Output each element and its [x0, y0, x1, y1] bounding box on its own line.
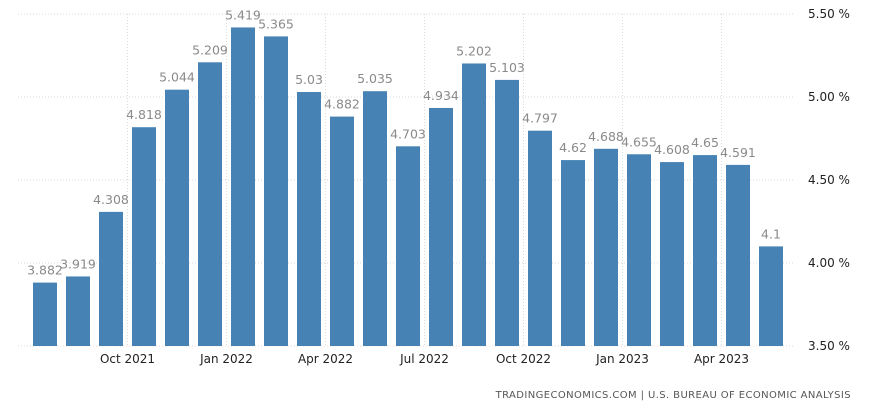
data-label: 5.365 — [258, 16, 294, 31]
bar — [99, 211, 123, 346]
x-tick-label: Oct 2022 — [496, 352, 551, 366]
data-label: 5.03 — [295, 72, 323, 87]
x-tick-label: Oct 2021 — [100, 352, 155, 366]
x-tick-label: Jan 2022 — [199, 352, 253, 366]
x-tick-label: Apr 2022 — [298, 352, 353, 366]
y-tick-label: 4.00 % — [808, 256, 850, 270]
x-axis: Oct 2021 Jan 2022 Apr 2022 Jul 2022 Oct 2022… — [100, 352, 749, 366]
data-label: 3.882 — [27, 263, 63, 278]
data-label: 5.202 — [456, 43, 492, 58]
data-label: 5.103 — [489, 60, 525, 75]
bar — [495, 79, 519, 346]
data-label: 4.655 — [621, 134, 657, 149]
bar — [759, 246, 783, 346]
data-label: 4.688 — [588, 129, 624, 144]
bar — [198, 62, 222, 346]
bar — [297, 92, 321, 347]
bar — [396, 146, 420, 346]
bar — [66, 276, 90, 346]
bar — [132, 127, 156, 346]
y-tick-label: 5.00 % — [808, 90, 850, 104]
data-label: 5.044 — [159, 70, 195, 85]
y-axis: 5.50 % 5.00 % 4.50 % 4.00 % 3.50 % — [808, 7, 850, 353]
bar — [594, 148, 618, 346]
bar — [363, 91, 387, 346]
bar — [330, 116, 354, 346]
data-label: 5.209 — [192, 42, 228, 57]
bar — [165, 89, 189, 347]
bars — [33, 27, 783, 347]
bar — [561, 160, 585, 346]
bar — [528, 130, 552, 346]
y-tick-label: 4.50 % — [808, 173, 850, 187]
data-label: 4.62 — [559, 140, 587, 155]
data-label: 4.608 — [654, 142, 690, 157]
data-label: 4.818 — [126, 107, 162, 122]
x-tick-label: Apr 2023 — [694, 352, 749, 366]
data-label: 5.035 — [357, 71, 393, 86]
data-label: 4.882 — [324, 97, 360, 112]
data-label: 4.703 — [390, 126, 426, 141]
x-tick-label: Jul 2022 — [399, 352, 449, 366]
x-tick-label: Jan 2023 — [595, 352, 649, 366]
y-tick-label: 5.50 % — [808, 7, 850, 21]
data-label: 4.308 — [93, 192, 129, 207]
bar — [726, 164, 750, 346]
bar — [462, 63, 486, 347]
bar — [264, 36, 288, 346]
data-label: 4.1 — [761, 226, 781, 241]
bar — [231, 27, 255, 347]
data-label: 4.934 — [423, 88, 459, 103]
y-tick-label: 3.50 % — [808, 339, 850, 353]
source-attribution: TRADINGECONOMICS.COM | U.S. BUREAU OF EC… — [495, 390, 851, 401]
data-label: 3.919 — [60, 256, 96, 271]
bar — [429, 107, 453, 347]
bar — [660, 162, 684, 346]
bar — [693, 155, 717, 346]
data-label: 5.419 — [225, 7, 261, 22]
bar — [627, 154, 651, 346]
data-label: 4.797 — [522, 111, 558, 126]
data-label: 4.65 — [691, 135, 719, 150]
bar — [33, 282, 57, 346]
data-label: 4.591 — [720, 145, 756, 160]
